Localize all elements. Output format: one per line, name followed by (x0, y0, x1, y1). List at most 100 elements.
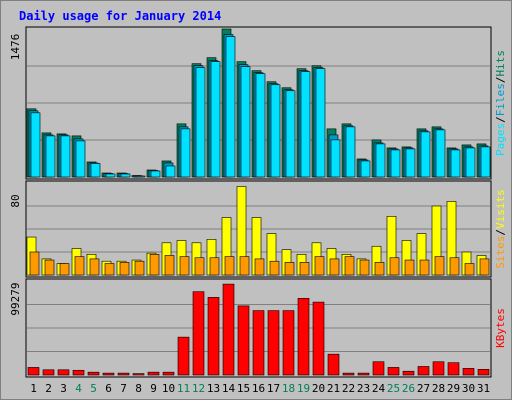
bar-pages-day-21 (330, 139, 341, 178)
bar-sites-day-26 (404, 259, 415, 276)
bar-pages-day-5 (90, 163, 101, 178)
bar-kbytes-day-27 (417, 366, 430, 376)
bar-pages-day-7 (120, 173, 131, 178)
bar-sites-day-8 (134, 260, 145, 276)
x-tick-label: 8 (135, 382, 142, 395)
bar-kbytes-day-31 (477, 369, 490, 376)
x-tick-label: 7 (120, 382, 127, 395)
bar-pages-day-4 (75, 140, 86, 178)
x-tick-label: 30 (462, 382, 475, 395)
legend-item-files: Files (494, 83, 507, 116)
bar-kbytes-day-9 (147, 371, 160, 376)
bar-kbytes-day-28 (432, 361, 445, 376)
bar-sites-day-20 (314, 256, 325, 276)
bar-sites-day-11 (179, 256, 190, 276)
y-max-label: 1476 (9, 34, 22, 61)
legend-item-sites: Sites (494, 236, 507, 269)
bar-kbytes-day-19 (297, 298, 310, 376)
bar-pages-day-23 (360, 160, 371, 178)
legend-separator: / (494, 229, 507, 236)
y-max-label: 99279 (9, 282, 22, 315)
bar-pages-day-18 (285, 90, 296, 178)
bar-pages-day-22 (345, 126, 356, 178)
x-tick-label: 18 (282, 382, 295, 395)
bar-sites-day-24 (374, 262, 385, 276)
panel-kbytes: 99279 KBytes (9, 278, 507, 378)
bar-kbytes-day-17 (267, 310, 280, 376)
bar-sites-day-23 (359, 259, 370, 276)
legend: Sites/Visits (494, 189, 507, 269)
bar-sites-day-1 (29, 251, 40, 276)
bar-kbytes-day-1 (27, 367, 40, 376)
bar-kbytes-day-3 (57, 369, 70, 376)
legend: KBytes (494, 308, 507, 348)
chart-panels: 1476Pages/Files/Hits80Sites/Visits99279K… (9, 26, 507, 378)
x-tick-label: 24 (372, 382, 386, 395)
bar-kbytes-day-24 (372, 361, 385, 376)
legend-item-pages: Pages (494, 123, 507, 156)
bar-kbytes-day-26 (402, 370, 415, 376)
bar-pages-day-2 (45, 135, 56, 178)
bar-pages-day-31 (480, 146, 491, 178)
bar-kbytes-day-11 (177, 336, 190, 376)
bar-pages-day-12 (195, 67, 206, 178)
bar-pages-day-3 (60, 135, 71, 178)
bar-sites-day-14 (224, 256, 235, 276)
x-tick-label: 31 (477, 382, 490, 395)
bar-pages-day-16 (255, 73, 266, 178)
x-tick-label: 21 (327, 382, 340, 395)
legend-item-kbytes: KBytes (494, 308, 507, 348)
bar-pages-day-27 (420, 131, 431, 178)
x-tick-label: 12 (192, 382, 205, 395)
x-tick-label: 1 (30, 382, 37, 395)
bar-sites-day-4 (74, 256, 85, 276)
bar-pages-day-6 (105, 173, 116, 178)
x-tick-label: 13 (207, 382, 220, 395)
x-tick-label: 11 (177, 382, 190, 395)
bar-sites-day-2 (44, 259, 55, 276)
bar-kbytes-day-30 (462, 368, 475, 376)
bar-pages-day-11 (180, 128, 191, 178)
bar-sites-day-29 (449, 257, 460, 276)
bar-pages-day-20 (315, 68, 326, 178)
bar-sites-day-6 (104, 263, 115, 276)
bar-kbytes-day-23 (357, 372, 370, 376)
panel-visits-sites: 80 Sites/Visits (9, 180, 507, 278)
bar-sites-day-22 (344, 256, 355, 276)
bar-pages-day-26 (405, 148, 416, 178)
bar-sites-day-10 (164, 255, 175, 276)
bar-sites-day-19 (299, 262, 310, 276)
bar-sites-day-28 (434, 256, 445, 276)
bar-pages-day-24 (375, 143, 386, 178)
x-tick-label: 22 (342, 382, 355, 395)
bar-sites-day-21 (329, 258, 340, 276)
x-tick-label: 25 (387, 382, 400, 395)
x-tick-label: 29 (447, 382, 460, 395)
bar-kbytes-day-4 (72, 369, 85, 376)
bar-kbytes-day-14 (222, 283, 235, 376)
bar-kbytes-day-16 (252, 310, 265, 376)
bar-kbytes-day-25 (387, 367, 400, 376)
bar-pages-day-9 (150, 170, 161, 178)
bar-pages-day-28 (435, 129, 446, 178)
bar-sites-day-17 (269, 260, 280, 276)
bar-pages-day-1 (30, 112, 41, 178)
bar-pages-day-8 (135, 175, 146, 178)
legend-item-visits: Visits (494, 189, 507, 229)
bar-kbytes-day-2 (42, 369, 55, 376)
bar-sites-day-9 (149, 254, 160, 276)
bar-kbytes-day-8 (132, 373, 145, 376)
bar-pages-day-15 (240, 66, 251, 178)
bar-kbytes-day-22 (342, 372, 355, 376)
x-tick-label: 26 (402, 382, 415, 395)
bar-sites-day-13 (209, 257, 220, 276)
bar-sites-day-27 (419, 259, 430, 276)
bar-kbytes-day-21 (327, 353, 340, 376)
bar-sites-day-3 (59, 263, 70, 276)
bar-sites-day-25 (389, 257, 400, 276)
x-tick-label: 15 (237, 382, 250, 395)
bar-sites-day-30 (464, 263, 475, 276)
